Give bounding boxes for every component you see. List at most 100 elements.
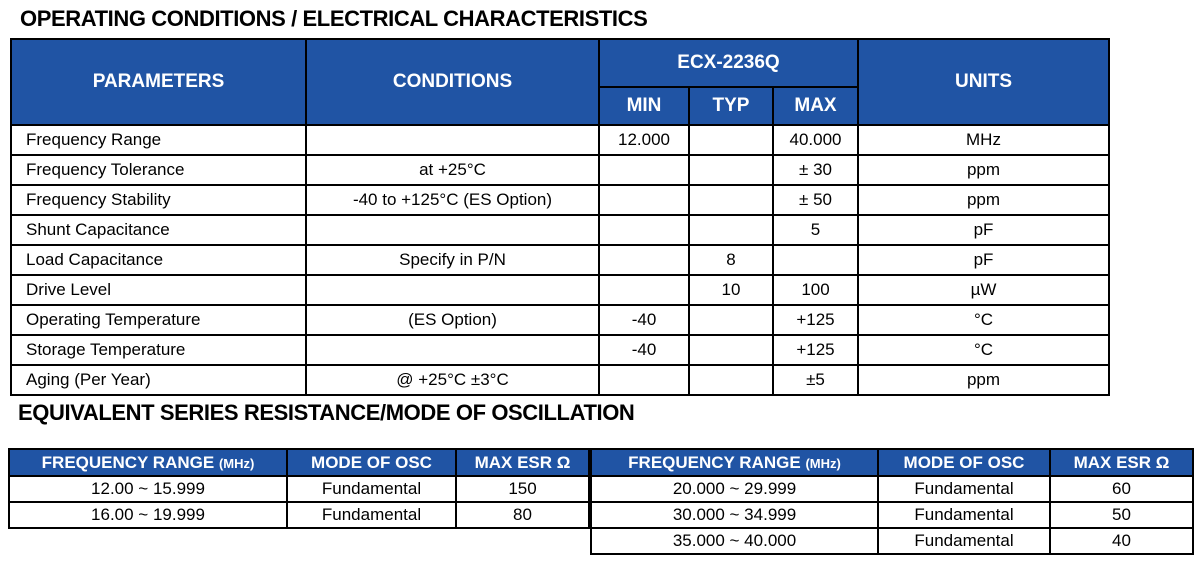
column-header-frequency-range: FREQUENCY RANGE (MHz) — [8, 448, 288, 477]
column-header-conditions: CONDITIONS — [305, 38, 600, 126]
column-header-max: MAX — [772, 86, 859, 126]
max-esr-cell: 60 — [1049, 475, 1194, 503]
typ-cell — [688, 184, 774, 216]
max-cell: 100 — [772, 274, 859, 306]
table-row: Frequency Stability -40 to +125°C (ES Op… — [10, 184, 1110, 216]
frequency-range-cell: 30.000 ~ 34.999 — [590, 501, 879, 529]
units-cell: MHz — [857, 124, 1110, 156]
min-cell — [598, 244, 690, 276]
table-row: Drive Level 10 100 µW — [10, 274, 1110, 306]
units-cell: ppm — [857, 154, 1110, 186]
table-row: Frequency Range 12.000 40.000 MHz — [10, 124, 1110, 156]
table-row: 30.000 ~ 34.999 Fundamental 50 — [590, 501, 1194, 529]
column-header-max-esr: MAX ESR Ω — [1049, 448, 1194, 477]
parameter-cell: Frequency Tolerance — [10, 154, 307, 186]
condition-cell — [305, 124, 600, 156]
units-cell: °C — [857, 334, 1110, 366]
condition-cell: (ES Option) — [305, 304, 600, 336]
units-cell: °C — [857, 304, 1110, 336]
condition-cell — [305, 214, 600, 246]
condition-cell: at +25°C — [305, 154, 600, 186]
table-row: 12.00 ~ 15.999 Fundamental 150 — [8, 475, 590, 503]
esr-table-right-grid: FREQUENCY RANGE (MHz) MODE OF OSC MAX ES… — [590, 448, 1194, 555]
condition-cell: Specify in P/N — [305, 244, 600, 276]
mode-of-osc-cell: Fundamental — [286, 475, 457, 503]
units-cell: ppm — [857, 184, 1110, 216]
max-esr-cell: 150 — [455, 475, 590, 503]
column-header-units: UNITS — [857, 38, 1110, 126]
typ-cell — [688, 124, 774, 156]
frequency-range-unit: (MHz) — [805, 455, 841, 471]
frequency-range-label: FREQUENCY RANGE — [628, 452, 801, 472]
parameter-cell: Drive Level — [10, 274, 307, 306]
max-cell: 5 — [772, 214, 859, 246]
electrical-table-body: Frequency Range 12.000 40.000 MHz Freque… — [10, 124, 1110, 396]
min-cell: -40 — [598, 304, 690, 336]
max-cell — [772, 244, 859, 276]
max-cell: +125 — [772, 334, 859, 366]
typ-cell — [688, 154, 774, 186]
mode-of-osc-cell: Fundamental — [877, 475, 1051, 503]
section-title-esr-mode: EQUIVALENT SERIES RESISTANCE/MODE OF OSC… — [18, 400, 635, 425]
parameter-cell: Frequency Stability — [10, 184, 307, 216]
frequency-range-cell: 20.000 ~ 29.999 — [590, 475, 879, 503]
max-cell: 40.000 — [772, 124, 859, 156]
column-header-parameters: PARAMETERS — [10, 38, 307, 126]
max-esr-cell: 40 — [1049, 527, 1194, 555]
column-header-part-number: ECX-2236Q — [598, 38, 859, 88]
electrical-characteristics-table: PARAMETERS CONDITIONS ECX-2236Q UNITS MI… — [10, 38, 1110, 396]
column-header-max-esr: MAX ESR Ω — [455, 448, 590, 477]
table-row: Shunt Capacitance 5 pF — [10, 214, 1110, 246]
table-row: Frequency Tolerance at +25°C ± 30 ppm — [10, 154, 1110, 186]
esr-left-body: 12.00 ~ 15.999 Fundamental 150 16.00 ~ 1… — [8, 475, 590, 529]
esr-right-header-row: FREQUENCY RANGE (MHz) MODE OF OSC MAX ES… — [590, 448, 1194, 477]
parameter-cell: Shunt Capacitance — [10, 214, 307, 246]
units-cell: pF — [857, 244, 1110, 276]
min-cell — [598, 214, 690, 246]
max-cell: +125 — [772, 304, 859, 336]
condition-cell: @ +25°C ±3°C — [305, 364, 600, 396]
column-header-mode-of-osc: MODE OF OSC — [877, 448, 1051, 477]
table-row: 35.000 ~ 40.000 Fundamental 40 — [590, 527, 1194, 555]
esr-left-header-row: FREQUENCY RANGE (MHz) MODE OF OSC MAX ES… — [8, 448, 590, 477]
typ-cell — [688, 364, 774, 396]
esr-table-left-grid: FREQUENCY RANGE (MHz) MODE OF OSC MAX ES… — [8, 448, 590, 529]
section-title-operating-conditions: OPERATING CONDITIONS / ELECTRICAL CHARAC… — [20, 6, 648, 31]
parameter-cell: Storage Temperature — [10, 334, 307, 366]
esr-right-body: 20.000 ~ 29.999 Fundamental 60 30.000 ~ … — [590, 475, 1194, 555]
parameter-cell: Load Capacitance — [10, 244, 307, 276]
units-cell: ppm — [857, 364, 1110, 396]
min-cell — [598, 274, 690, 306]
units-cell: pF — [857, 214, 1110, 246]
frequency-range-cell: 16.00 ~ 19.999 — [8, 501, 288, 529]
typ-cell — [688, 214, 774, 246]
max-esr-cell: 80 — [455, 501, 590, 529]
max-cell: ± 50 — [772, 184, 859, 216]
esr-table-left: FREQUENCY RANGE (MHz) MODE OF OSC MAX ES… — [8, 448, 590, 529]
min-cell: -40 — [598, 334, 690, 366]
parameter-cell: Aging (Per Year) — [10, 364, 307, 396]
column-header-mode-of-osc: MODE OF OSC — [286, 448, 457, 477]
parameter-cell: Frequency Range — [10, 124, 307, 156]
table-row: Aging (Per Year) @ +25°C ±3°C ±5 ppm — [10, 364, 1110, 396]
min-cell — [598, 154, 690, 186]
frequency-range-unit: (MHz) — [218, 455, 255, 471]
condition-cell: -40 to +125°C (ES Option) — [305, 184, 600, 216]
typ-cell — [688, 334, 774, 366]
electrical-header-row-top: PARAMETERS CONDITIONS ECX-2236Q UNITS — [10, 38, 1110, 126]
table-row: 16.00 ~ 19.999 Fundamental 80 — [8, 501, 590, 529]
esr-table-right: FREQUENCY RANGE (MHz) MODE OF OSC MAX ES… — [590, 448, 1194, 555]
frequency-range-label: FREQUENCY RANGE — [41, 452, 215, 472]
table-row: 20.000 ~ 29.999 Fundamental 60 — [590, 475, 1194, 503]
min-cell — [598, 364, 690, 396]
table-row: Operating Temperature (ES Option) -40 +1… — [10, 304, 1110, 336]
mode-of-osc-cell: Fundamental — [877, 501, 1051, 529]
units-cell: µW — [857, 274, 1110, 306]
parameter-cell: Operating Temperature — [10, 304, 307, 336]
mode-of-osc-cell: Fundamental — [286, 501, 457, 529]
max-cell: ±5 — [772, 364, 859, 396]
typ-cell: 10 — [688, 274, 774, 306]
table-row: Load Capacitance Specify in P/N 8 pF — [10, 244, 1110, 276]
typ-cell — [688, 304, 774, 336]
